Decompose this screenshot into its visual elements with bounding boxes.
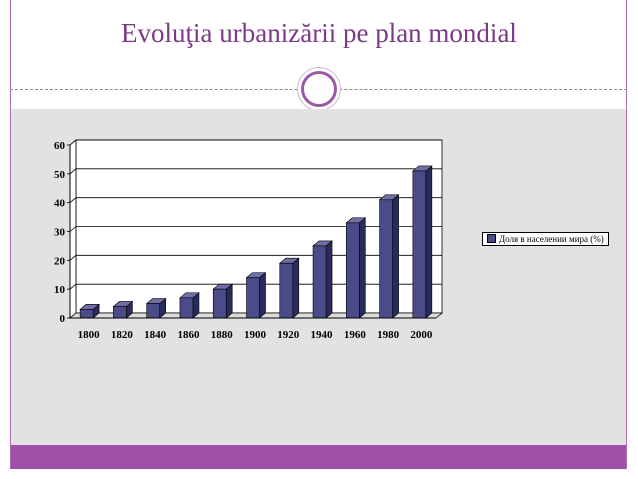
gridline-side xyxy=(69,197,77,203)
gridline-side xyxy=(69,255,77,261)
gridline-side xyxy=(69,283,77,290)
x-tick-label: 1920 xyxy=(277,329,300,341)
bar xyxy=(412,170,427,319)
gridline-side xyxy=(69,168,77,175)
x-tick-label: 1800 xyxy=(78,329,101,341)
y-tick-label: 50 xyxy=(54,169,66,181)
bar-side xyxy=(392,194,399,319)
bar xyxy=(346,222,360,319)
bar xyxy=(379,199,393,319)
x-tick-label: 1860 xyxy=(177,329,200,341)
y-tick-label: 20 xyxy=(54,255,66,267)
x-tick-label: 1840 xyxy=(144,329,167,341)
bar-side xyxy=(292,257,300,319)
bar-side xyxy=(325,240,333,319)
y-tick-label: 10 xyxy=(54,284,66,296)
bar xyxy=(246,277,260,319)
chart-legend: Доля в населении мира (%) xyxy=(482,232,609,246)
slide-title: Evoluţia urbanizării pe plan mondial xyxy=(121,18,517,48)
legend-label: Доля в населении мира (%) xyxy=(499,234,604,244)
divider-ring-icon xyxy=(301,71,337,107)
bar xyxy=(146,303,160,319)
footer-band xyxy=(11,445,626,469)
x-tick-label: 1880 xyxy=(211,329,234,341)
bar-side xyxy=(425,165,433,319)
y-tick-label: 30 xyxy=(54,227,66,239)
bar-side xyxy=(259,271,266,319)
x-tick-label: 1960 xyxy=(344,329,367,341)
y-tick-label: 40 xyxy=(54,198,66,210)
bar xyxy=(113,306,127,319)
slide-frame xyxy=(10,0,627,469)
y-tick-label: 0 xyxy=(60,313,66,325)
y-tick-label: 60 xyxy=(54,140,66,152)
x-tick-label: 2000 xyxy=(410,329,433,341)
bar xyxy=(312,245,327,319)
bar xyxy=(212,288,227,319)
bar xyxy=(79,309,94,319)
legend-swatch xyxy=(487,234,496,243)
bar xyxy=(279,262,294,319)
x-tick-label: 1900 xyxy=(244,329,267,341)
x-tick-label: 1940 xyxy=(311,329,334,341)
gridline-side xyxy=(69,139,77,146)
x-tick-label: 1980 xyxy=(377,329,400,341)
bar-side xyxy=(225,283,233,319)
x-tick-label: 1820 xyxy=(111,329,134,341)
bar xyxy=(179,297,194,319)
bar-side xyxy=(359,217,366,319)
gridline-side xyxy=(69,226,77,232)
